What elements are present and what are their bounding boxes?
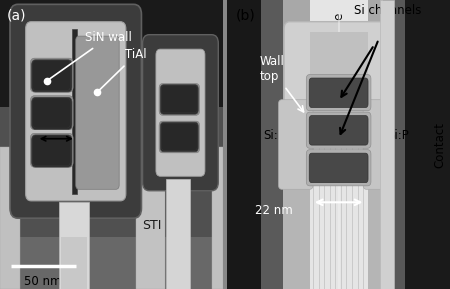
Text: Contact: Contact xyxy=(433,121,446,168)
FancyBboxPatch shape xyxy=(32,60,70,90)
FancyBboxPatch shape xyxy=(32,136,70,166)
FancyBboxPatch shape xyxy=(309,116,368,145)
FancyBboxPatch shape xyxy=(306,75,371,111)
Bar xyxy=(0,107,223,237)
Text: Si:P: Si:P xyxy=(387,129,409,142)
Text: 22 nm: 22 nm xyxy=(255,204,293,217)
Bar xyxy=(59,202,89,289)
Bar xyxy=(310,32,368,127)
FancyBboxPatch shape xyxy=(309,78,368,108)
Bar xyxy=(212,147,223,289)
Bar xyxy=(136,147,165,289)
FancyBboxPatch shape xyxy=(284,22,393,137)
FancyBboxPatch shape xyxy=(306,112,371,148)
Text: (b): (b) xyxy=(236,9,256,23)
FancyBboxPatch shape xyxy=(161,86,198,113)
FancyBboxPatch shape xyxy=(143,35,218,191)
Bar xyxy=(405,0,450,289)
Text: (a): (a) xyxy=(7,9,26,23)
Text: 17
nm: 17 nm xyxy=(45,156,63,177)
FancyBboxPatch shape xyxy=(30,133,73,167)
FancyBboxPatch shape xyxy=(309,153,368,183)
Text: TiAl: TiAl xyxy=(99,49,146,90)
FancyBboxPatch shape xyxy=(161,123,198,150)
Text: Wall
top: Wall top xyxy=(259,55,304,112)
FancyBboxPatch shape xyxy=(26,22,126,201)
Text: Si channels: Si channels xyxy=(354,4,421,17)
FancyBboxPatch shape xyxy=(10,4,141,218)
Bar xyxy=(227,130,450,289)
Text: 50 nm: 50 nm xyxy=(23,275,61,288)
FancyBboxPatch shape xyxy=(279,100,313,189)
Bar xyxy=(72,29,77,194)
Bar xyxy=(166,179,190,289)
Bar xyxy=(227,0,261,289)
Bar xyxy=(261,0,283,289)
Text: STI: STI xyxy=(142,219,161,232)
Bar xyxy=(0,159,223,289)
Bar xyxy=(0,147,20,289)
FancyBboxPatch shape xyxy=(32,97,72,129)
FancyBboxPatch shape xyxy=(76,36,119,189)
Bar xyxy=(310,0,368,289)
FancyBboxPatch shape xyxy=(32,60,72,92)
Bar xyxy=(61,237,87,289)
FancyBboxPatch shape xyxy=(156,49,205,176)
FancyBboxPatch shape xyxy=(32,98,70,128)
Text: SiN wall: SiN wall xyxy=(49,31,131,79)
Text: Gate: Gate xyxy=(332,12,345,40)
FancyBboxPatch shape xyxy=(306,150,371,186)
FancyBboxPatch shape xyxy=(30,96,73,130)
Bar xyxy=(380,0,394,289)
Text: Si:P: Si:P xyxy=(263,129,285,142)
FancyBboxPatch shape xyxy=(363,100,387,189)
FancyBboxPatch shape xyxy=(160,85,198,114)
Bar xyxy=(383,0,405,289)
FancyBboxPatch shape xyxy=(160,122,198,152)
FancyBboxPatch shape xyxy=(159,121,200,153)
FancyBboxPatch shape xyxy=(30,58,73,92)
FancyBboxPatch shape xyxy=(32,135,72,167)
FancyBboxPatch shape xyxy=(159,84,200,115)
